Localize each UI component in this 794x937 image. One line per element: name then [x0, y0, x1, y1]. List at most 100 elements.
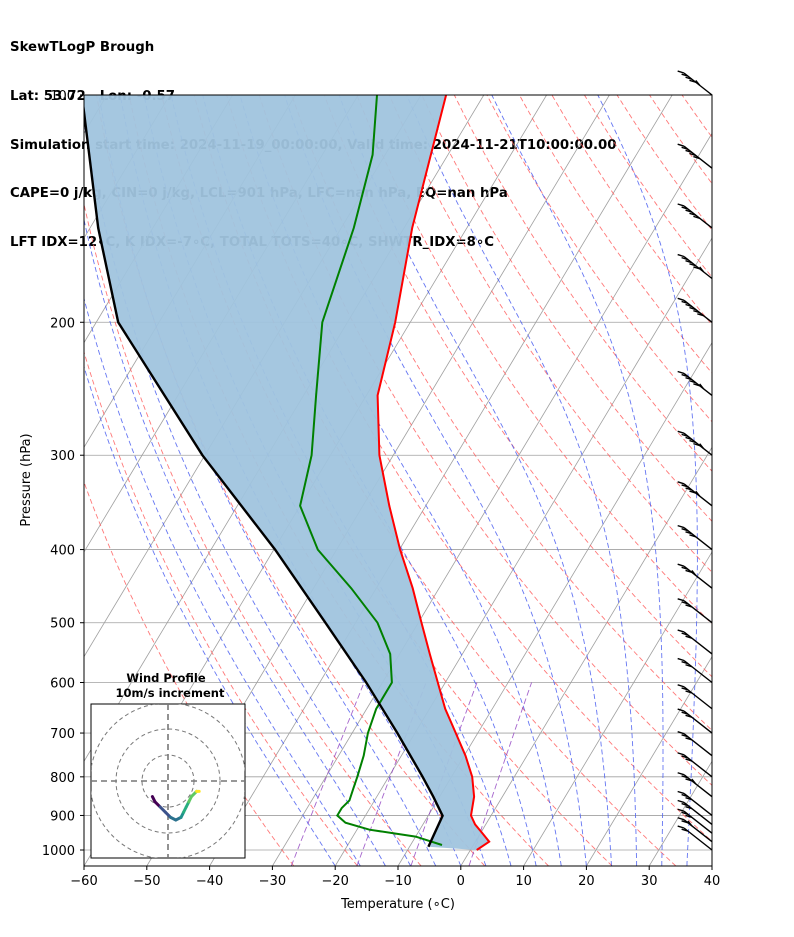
moist-adiabat-20: [284, 95, 587, 866]
wind-barb-flag: [685, 149, 693, 154]
wind-barb-flag: [681, 566, 689, 570]
wind-barb-flag: [685, 758, 693, 762]
wind-barb-flag: [681, 660, 689, 665]
wind-barb-staff: [683, 527, 713, 551]
wind-barb-flag: [677, 430, 685, 434]
wind-barb-flag: [677, 752, 685, 756]
x-tick-label: −10: [384, 874, 411, 889]
x-tick-label: −60: [70, 874, 97, 889]
wind-barb-staff: [683, 565, 713, 589]
wind-barb-staff: [683, 600, 713, 624]
moist-adiabat-40: [710, 95, 712, 866]
y-tick-label: 1000: [42, 844, 75, 859]
wind-barb: [677, 70, 713, 96]
wind-barb-flag: [677, 731, 685, 735]
wind-barb-flag: [689, 152, 697, 157]
wind-barb-staff: [683, 432, 713, 456]
wind-barb-flag: [699, 266, 705, 273]
wind-barb-staff: [683, 810, 713, 834]
wind-barb-flag: [677, 203, 685, 207]
wind-barb: [677, 731, 713, 757]
wind-barb-flag: [677, 297, 685, 301]
wind-barb-flag: [681, 433, 689, 437]
wind-barb: [677, 253, 713, 280]
wind-barb-flag: [689, 380, 697, 384]
y-tick-label: 800: [50, 771, 75, 786]
y-tick-label: 500: [50, 617, 75, 632]
wind-barb-flag: [681, 528, 689, 532]
wind-barb-flag: [677, 253, 685, 258]
hodograph-subtitle: 10m/s increment: [116, 686, 225, 700]
x-tick-label: −40: [196, 874, 223, 889]
wind-barb-flag: [677, 143, 685, 147]
dry-adiabat-60: [291, 95, 712, 732]
wind-barb-flag: [681, 300, 689, 305]
chart-title-station: SkewTLogP Brough: [10, 40, 155, 56]
wind-barb-flag: [693, 310, 700, 314]
wind-barb-flag: [685, 797, 693, 801]
mixing-ratio-4: [468, 682, 533, 866]
isotherm-20: [586, 655, 712, 866]
wind-barb-flag: [677, 524, 685, 529]
wind-barb-staff: [683, 819, 713, 843]
isotherm-0: [460, 446, 712, 866]
wind-barb: [677, 203, 713, 229]
wind-barb: [677, 817, 713, 843]
wind-barb: [677, 143, 713, 169]
wind-barb-flag: [677, 708, 685, 712]
dry-adiabat-140: [551, 95, 712, 326]
wind-barb-flag: [677, 598, 685, 602]
wind-barb-flag: [685, 487, 693, 491]
wind-barb-flag: [691, 778, 697, 785]
moist-adiabat--20: [84, 365, 336, 866]
wind-barb-flag: [693, 266, 700, 270]
wind-barb-flag: [681, 802, 689, 807]
dry-adiabat-120: [486, 95, 712, 423]
wind-barb-flag: [685, 569, 693, 574]
dry-adiabat-170: [649, 95, 712, 185]
wind-barb-flag: [689, 212, 697, 216]
wind-barb-flag: [693, 215, 700, 219]
moist-adiabat--12: [84, 217, 386, 866]
y-tick-label: 400: [50, 544, 75, 559]
dry-adiabat-200: [747, 95, 794, 866]
wind-barb-staff: [683, 631, 713, 655]
dry-adiabat-20: [161, 95, 613, 866]
wind-barb: [677, 708, 713, 734]
y-tick-label: 300: [50, 449, 75, 464]
wind-barb-flag: [691, 570, 697, 576]
wind-barb-flag: [685, 303, 693, 308]
wind-barb-flag: [685, 604, 693, 608]
wind-barb-staff: [683, 792, 713, 817]
wind-barb-flag: [681, 793, 689, 798]
wind-barb-flag: [681, 373, 689, 378]
sounding-profiles: [84, 95, 491, 851]
x-tick-label: −30: [259, 874, 286, 889]
x-tick-label: −50: [133, 874, 160, 889]
wind-barb-staff: [683, 733, 713, 757]
parcel-shading: [84, 95, 490, 850]
y-tick-label: 700: [50, 727, 75, 742]
y-tick-label: 200: [50, 316, 75, 331]
wind-barb: [677, 370, 713, 396]
wind-barb: [677, 684, 713, 710]
wind-barb-flag: [695, 490, 701, 497]
y-tick-label: 100: [50, 89, 75, 104]
wind-barb-flag: [689, 490, 697, 494]
wind-barb-staff: [683, 372, 713, 396]
wind-barb: [677, 799, 713, 825]
wind-barb-staff: [683, 299, 713, 323]
wind-barb-flag: [685, 714, 693, 718]
wind-barb-flag: [677, 790, 685, 795]
wind-barb-flag: [693, 442, 700, 447]
wind-barb: [677, 629, 713, 655]
wind-barb-flag: [681, 755, 689, 759]
wind-barb: [677, 524, 713, 551]
wind-barb-flag: [681, 811, 689, 815]
wind-barb-flag: [699, 383, 705, 390]
wind-barb-staff: [683, 827, 713, 851]
wind-barb-flag: [689, 263, 697, 267]
wind-barb-flag: [681, 146, 689, 150]
wind-barb-flag: [681, 601, 689, 605]
dry-adiabat-190: [715, 95, 794, 866]
